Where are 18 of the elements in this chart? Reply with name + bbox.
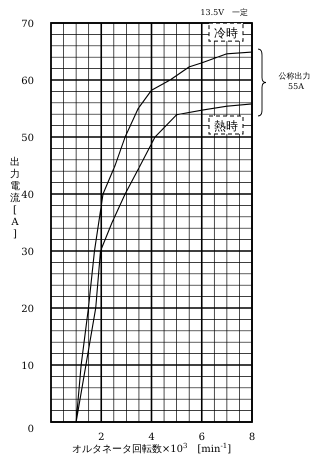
y-axis-title: 出力電流[A] bbox=[10, 156, 20, 240]
text: 13.5V 一定 bbox=[200, 8, 248, 17]
series-label: 冷時 bbox=[214, 26, 238, 40]
y-tick-label: 70 bbox=[21, 19, 34, 30]
x-tick-label: 8 bbox=[248, 432, 256, 443]
text: オルタネータ回転数×10$^{3}$ [min$^{-1}$] bbox=[72, 442, 232, 455]
series-label: 熱時 bbox=[214, 118, 238, 133]
y-tick-label: 20 bbox=[21, 304, 34, 315]
text: 公称出力 55A bbox=[278, 72, 314, 91]
x-tick-label: 4 bbox=[148, 432, 155, 443]
x-tick-label: 2 bbox=[98, 432, 104, 443]
y-tick-label: 10 bbox=[21, 361, 34, 372]
y-tick-label: 60 bbox=[21, 76, 34, 87]
y-tick-label: 50 bbox=[21, 133, 34, 144]
y-tick-label: 40 bbox=[21, 190, 34, 201]
y-tick-label: 0 bbox=[28, 424, 34, 435]
x-tick-label: 6 bbox=[198, 432, 205, 443]
y-tick-label: 30 bbox=[21, 247, 34, 258]
